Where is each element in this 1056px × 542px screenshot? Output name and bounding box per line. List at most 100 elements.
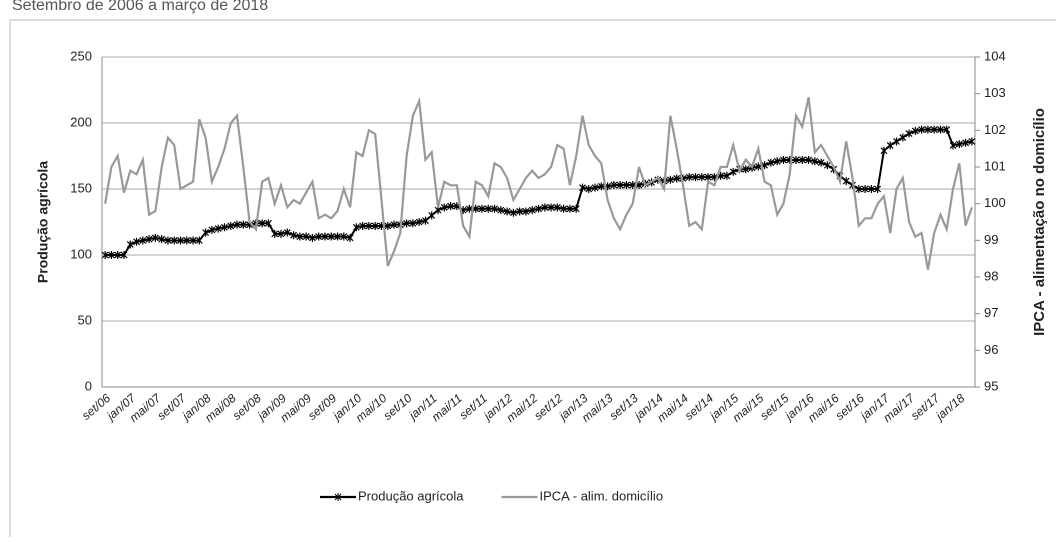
point-marker — [440, 203, 448, 212]
point-marker — [114, 251, 122, 259]
legend-marker — [334, 493, 342, 501]
point-marker — [126, 240, 134, 249]
point-marker — [560, 204, 568, 213]
point-marker — [170, 236, 178, 245]
point-marker — [704, 173, 712, 182]
point-marker — [290, 231, 297, 240]
y2-tick-label: 95 — [984, 378, 998, 393]
point-marker — [308, 233, 316, 242]
point-marker — [792, 155, 800, 164]
point-marker — [899, 133, 907, 142]
point-marker — [415, 218, 423, 226]
y-tick-label: 0 — [85, 378, 92, 393]
point-marker — [805, 155, 812, 164]
point-marker — [447, 202, 454, 211]
point-marker — [365, 221, 373, 230]
y2-tick-label: 99 — [984, 232, 998, 247]
y2-tick-label: 104 — [984, 48, 1006, 63]
point-marker — [591, 183, 599, 192]
point-marker — [133, 237, 140, 246]
y-tick-label: 250 — [70, 48, 92, 63]
point-marker — [177, 236, 184, 245]
point-marker — [773, 157, 781, 166]
legend-label: Produção agrícola — [358, 488, 464, 503]
point-marker — [861, 185, 869, 193]
point-marker — [321, 232, 329, 241]
point-marker — [692, 173, 699, 182]
point-marker — [798, 155, 806, 164]
point-marker — [874, 185, 882, 193]
chart-title: Setembro de 2006 a março de 2018 — [12, 0, 268, 14]
point-marker — [823, 161, 831, 170]
point-marker — [422, 216, 429, 225]
point-marker — [962, 138, 970, 147]
point-marker — [214, 224, 222, 233]
point-marker — [371, 221, 379, 230]
point-marker — [302, 232, 310, 241]
point-marker — [780, 155, 787, 164]
point-marker — [729, 167, 737, 176]
point-marker — [886, 141, 894, 150]
point-marker — [666, 175, 674, 184]
point-marker — [566, 204, 574, 213]
point-marker — [183, 236, 191, 245]
point-marker — [239, 220, 247, 229]
point-marker — [528, 206, 536, 215]
point-marker — [610, 181, 618, 190]
point-marker — [139, 236, 147, 245]
point-marker — [547, 203, 555, 212]
x-tick-label: set/10 — [381, 391, 415, 423]
y-tick-label: 200 — [70, 114, 92, 129]
point-marker — [842, 177, 850, 186]
y-tick-label: 50 — [78, 312, 92, 327]
point-marker — [334, 232, 341, 241]
y2-tick-label: 96 — [984, 342, 998, 357]
point-marker — [359, 221, 367, 230]
point-marker — [390, 220, 398, 229]
point-marker — [623, 181, 630, 190]
point-marker — [880, 146, 888, 155]
point-marker — [195, 236, 203, 245]
point-marker — [208, 225, 216, 234]
y2-tick-label: 102 — [984, 122, 1006, 137]
point-marker — [221, 223, 228, 232]
point-marker — [158, 235, 166, 244]
point-marker — [811, 157, 819, 166]
point-marker — [296, 232, 304, 241]
point-marker — [258, 219, 266, 228]
point-marker — [949, 141, 957, 150]
y2-tick-label: 100 — [984, 195, 1006, 210]
point-marker — [579, 183, 586, 192]
point-marker — [346, 233, 354, 242]
point-marker — [327, 232, 335, 241]
point-marker — [384, 221, 392, 230]
series-line — [104, 96, 973, 270]
y2-tick-label: 97 — [984, 305, 998, 320]
point-marker — [151, 233, 159, 242]
point-marker — [767, 158, 775, 167]
point-marker — [943, 125, 951, 134]
point-marker — [428, 211, 436, 220]
point-marker — [742, 165, 750, 174]
point-marker — [497, 206, 505, 215]
point-marker — [271, 229, 279, 238]
y-tick-label: 150 — [70, 180, 92, 195]
point-marker — [723, 171, 731, 180]
point-marker — [101, 251, 109, 259]
point-marker — [491, 204, 498, 213]
point-marker — [673, 174, 681, 183]
point-marker — [616, 181, 624, 190]
point-marker — [855, 185, 863, 193]
point-marker — [541, 203, 549, 212]
point-marker — [867, 185, 875, 193]
point-marker — [227, 221, 235, 230]
point-marker — [817, 158, 825, 167]
point-marker — [120, 251, 128, 259]
point-marker — [937, 125, 944, 134]
point-marker — [572, 204, 580, 213]
point-marker — [164, 236, 172, 245]
y2-tick-label: 98 — [984, 268, 998, 283]
point-marker — [233, 220, 241, 229]
